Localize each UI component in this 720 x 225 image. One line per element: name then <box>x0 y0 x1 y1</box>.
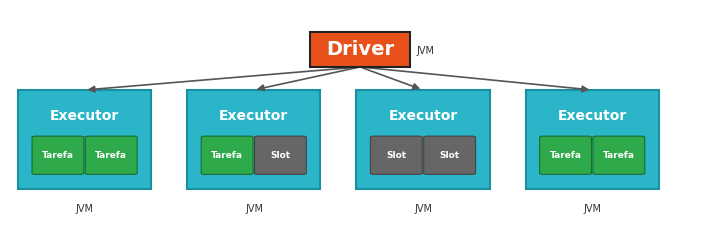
Text: JVM: JVM <box>76 204 94 214</box>
Text: Driver: Driver <box>326 40 394 59</box>
Text: Slot: Slot <box>387 151 406 160</box>
Text: Slot: Slot <box>271 151 290 160</box>
Text: JVM: JVM <box>583 204 601 214</box>
Text: Tarefa: Tarefa <box>603 151 635 160</box>
FancyBboxPatch shape <box>310 32 410 67</box>
Text: Executor: Executor <box>388 109 458 123</box>
Text: Slot: Slot <box>440 151 459 160</box>
Text: JVM: JVM <box>415 204 432 214</box>
FancyBboxPatch shape <box>371 136 422 174</box>
Text: JVM: JVM <box>245 204 264 214</box>
FancyBboxPatch shape <box>593 136 644 174</box>
Text: Tarefa: Tarefa <box>95 151 127 160</box>
Text: Tarefa: Tarefa <box>549 151 582 160</box>
Text: Executor: Executor <box>50 109 120 123</box>
FancyBboxPatch shape <box>255 136 307 174</box>
FancyBboxPatch shape <box>187 90 320 189</box>
FancyBboxPatch shape <box>18 90 151 189</box>
FancyBboxPatch shape <box>85 136 137 174</box>
Text: Tarefa: Tarefa <box>211 151 243 160</box>
FancyBboxPatch shape <box>423 136 475 174</box>
FancyBboxPatch shape <box>526 90 659 189</box>
Text: Executor: Executor <box>219 109 289 123</box>
Text: Executor: Executor <box>557 109 627 123</box>
Text: Tarefa: Tarefa <box>42 151 74 160</box>
Text: JVM: JVM <box>416 46 434 56</box>
FancyBboxPatch shape <box>32 136 84 174</box>
FancyBboxPatch shape <box>202 136 253 174</box>
FancyBboxPatch shape <box>540 136 591 174</box>
FancyBboxPatch shape <box>356 90 490 189</box>
